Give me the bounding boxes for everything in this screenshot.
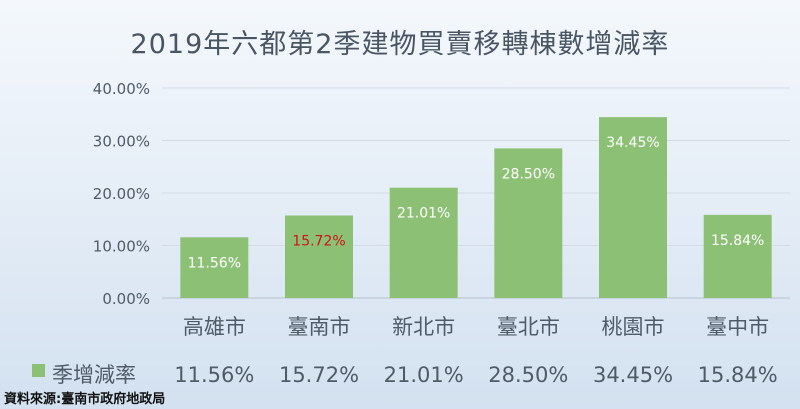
y-tick-label: 20.00% xyxy=(93,185,150,203)
data-label: 11.56% xyxy=(188,255,241,271)
bar xyxy=(494,148,563,298)
data-label: 15.84% xyxy=(711,233,764,249)
table-value: 15.84% xyxy=(698,363,778,387)
y-tick-label: 0.00% xyxy=(102,290,150,308)
x-tick-label: 高雄市 xyxy=(183,315,246,339)
data-label: 15.72% xyxy=(292,233,345,249)
bar xyxy=(599,117,667,298)
data-label: 21.01% xyxy=(397,206,450,222)
bar xyxy=(285,215,353,298)
x-tick-label: 臺中市 xyxy=(706,315,769,339)
legend-label: 季增減率 xyxy=(52,363,136,387)
chart-title: 2019年六都第2季建物買賣移轉棟數增減率 xyxy=(130,29,670,60)
source-note: 資料來源:臺南市政府地政局 xyxy=(4,392,166,407)
x-tick-label: 桃園市 xyxy=(602,315,665,339)
y-tick-label: 40.00% xyxy=(93,80,150,98)
table-value: 21.01% xyxy=(384,363,464,387)
table-value: 34.45% xyxy=(593,363,673,387)
x-tick-label: 臺北市 xyxy=(497,315,560,339)
table-value: 11.56% xyxy=(174,363,254,387)
bar xyxy=(703,214,772,298)
bar xyxy=(389,187,458,298)
data-label: 28.50% xyxy=(502,166,555,182)
table-value: 28.50% xyxy=(488,363,568,387)
y-tick-label: 10.00% xyxy=(93,238,150,256)
y-tick-label: 30.00% xyxy=(93,133,150,151)
x-tick-label: 新北市 xyxy=(392,315,455,339)
x-tick-label: 臺南市 xyxy=(288,315,351,339)
bar xyxy=(180,237,249,298)
data-label: 34.45% xyxy=(606,135,659,151)
legend-swatch xyxy=(32,364,45,377)
table-value: 15.72% xyxy=(279,363,359,387)
